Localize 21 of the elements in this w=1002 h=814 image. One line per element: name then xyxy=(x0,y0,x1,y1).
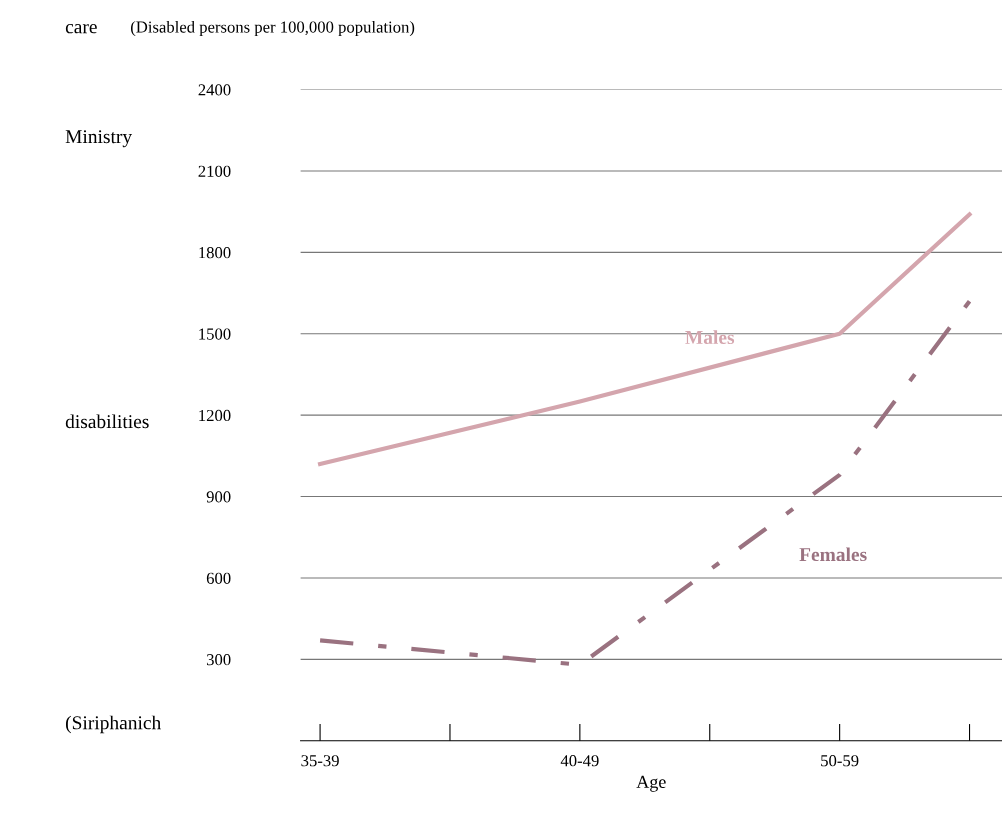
x-tick-label: 35-39 xyxy=(301,755,339,767)
series-label: Females xyxy=(799,547,867,562)
y-tick-label: 1200 xyxy=(199,409,231,422)
y-tick-label: 900 xyxy=(206,491,231,503)
line-series xyxy=(317,299,972,667)
text: care xyxy=(65,24,97,34)
y-tick-label: 600 xyxy=(206,572,231,584)
line-series xyxy=(317,212,972,467)
x-tick-label: 40-49 xyxy=(560,755,599,767)
y-tick-label: 1800 xyxy=(199,247,231,259)
text: (Siriphanich xyxy=(65,715,161,734)
y-tick-label: 300 xyxy=(206,654,231,666)
text: disabilities xyxy=(65,414,149,429)
y-tick-label: 1500 xyxy=(199,328,231,340)
chart-subtitle: (Disabled persons per 100,000 population) xyxy=(130,20,415,37)
x-tick-label: 50-59 xyxy=(821,755,859,767)
text: Ministry xyxy=(65,130,133,148)
y-tick-label: 2100 xyxy=(198,165,231,177)
series-label: Males xyxy=(685,330,735,345)
y-tick-label: 2400 xyxy=(198,84,231,96)
x-axis-title: Age xyxy=(636,775,666,792)
